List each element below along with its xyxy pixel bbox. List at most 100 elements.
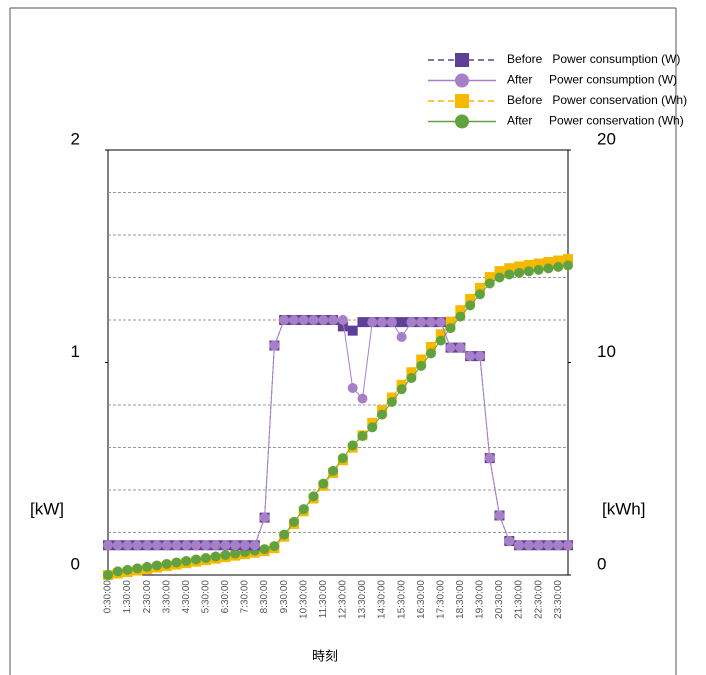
x-tick-label: 11:30:00 [318,580,329,619]
y-tick-label: 0 [71,554,80,573]
data-point [161,540,172,551]
data-point [142,561,153,572]
data-point [494,510,505,521]
data-point [523,540,534,551]
data-point [377,317,388,328]
data-point [484,278,495,289]
data-point [181,555,192,566]
data-point [142,540,153,551]
y-tick-label: 2 [71,129,80,148]
x-tick-label: 5:30:00 [201,580,212,614]
data-point [112,540,123,551]
y2-axis-label: [kWh] [602,499,645,518]
data-point [328,465,339,476]
x-tick-label: 12:30:00 [338,580,349,619]
data-point [386,397,397,408]
data-point [171,540,182,551]
x-tick-label: 6:30:00 [220,580,231,614]
data-point [416,354,427,365]
data-point [240,540,251,551]
data-point [308,491,319,502]
data-point [465,351,476,362]
data-point [269,541,280,552]
x-tick-label: 15:30:00 [396,580,407,619]
data-point [220,550,231,561]
data-point [474,351,485,362]
legend-label: Before Power consumption (W) [507,52,680,66]
x-tick-label: 3:30:00 [161,580,172,614]
data-point [435,317,446,328]
x-tick-label: 13:30:00 [357,580,368,619]
data-point [288,315,299,325]
data-point [357,431,368,442]
data-point [337,315,348,325]
x-tick-label: 16:30:00 [416,580,427,619]
data-point [347,383,358,393]
x-tick-label: 8:30:00 [259,580,270,614]
data-point [200,553,211,563]
data-point [103,570,113,580]
x-tick-label: 18:30:00 [455,580,466,619]
x-tick-label: 10:30:00 [298,580,309,619]
data-point [396,317,407,328]
data-point [357,317,368,328]
data-point [563,254,573,265]
plot-area [107,149,569,576]
data-point [553,540,564,551]
x-axis-label: 時刻 [312,648,338,663]
data-point [298,315,309,325]
x-tick-label: 9:30:00 [279,580,290,614]
data-point [406,367,417,378]
data-point [523,259,534,270]
x-tick-label: 20:30:00 [494,580,505,619]
data-point [318,478,329,489]
data-point [504,536,515,546]
data-point [445,342,456,353]
data-point [210,551,221,562]
data-point [543,256,554,267]
data-point [553,255,564,266]
x-tick-label: 17:30:00 [435,580,446,619]
data-point [288,516,299,527]
data-point [563,260,573,271]
data-point [494,272,505,283]
data-point [474,282,485,293]
data-point [122,564,133,575]
data-point [514,267,525,278]
data-point [220,540,231,551]
data-point [191,554,202,565]
data-point [249,540,260,551]
data-point [455,311,466,322]
data-point [357,393,368,404]
data-point [494,266,505,277]
x-tick-label: 21:30:00 [514,580,525,619]
data-point [259,512,270,523]
data-point [347,325,358,336]
x-tick-label: 2:30:00 [142,580,153,614]
data-point [543,263,554,274]
data-point [406,317,417,328]
data-point [533,264,544,275]
data-point [377,409,388,420]
data-point [435,329,446,340]
data-point [425,348,436,359]
y-tick-label: 1 [71,342,80,361]
legend-label: Before Power conservation (Wh) [507,93,687,107]
data-point [406,373,417,384]
data-point [328,315,339,325]
data-point [191,540,202,551]
data-point [435,335,446,346]
legend-marker [455,114,469,129]
y2-tick-label: 0 [597,554,606,573]
data-point [553,261,564,272]
data-point [279,315,290,325]
data-point [269,340,280,351]
data-point [514,261,525,272]
data-point [103,540,113,551]
data-point [386,317,397,328]
y2-tick-label: 10 [597,342,616,361]
y-axis-label: [kW] [30,499,64,518]
data-point [425,341,436,352]
